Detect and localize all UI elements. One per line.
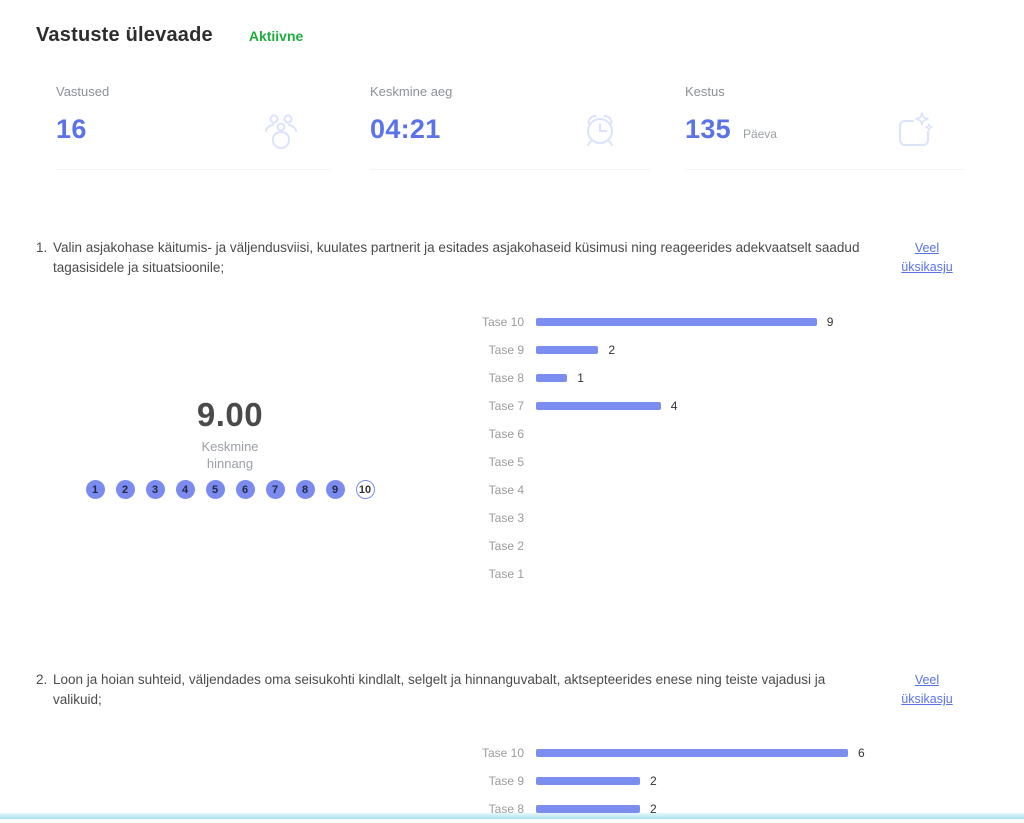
scale-circle-1: 1 bbox=[85, 480, 105, 499]
scale-circle-6: 6 bbox=[235, 480, 255, 499]
viewport-bottom-edge bbox=[0, 813, 1024, 819]
chart-row: Tase 2 bbox=[424, 532, 964, 560]
bar-chart-q1: Tase 10 9 Tase 9 2 Tase 8 1 Tase 7 4 Tase 6 Tase … bbox=[424, 308, 964, 588]
bar bbox=[536, 374, 568, 382]
stat-label: Kestus bbox=[685, 84, 725, 99]
bar bbox=[536, 346, 599, 354]
page-title: Vastuste ülevaade bbox=[36, 24, 213, 46]
stat-card-responses: Vastused 16 bbox=[56, 80, 331, 170]
score-summary-q1: 9.00 Keskmine hinnang 1 2 3 4 5 6 7 8 9 10 bbox=[56, 396, 404, 499]
status-badge: Aktiivne bbox=[248, 28, 304, 44]
bar bbox=[536, 749, 848, 757]
question-2: 2. Loon ja hoian suhteid, väljendades om… bbox=[36, 670, 868, 710]
scale-circle-5: 5 bbox=[205, 480, 225, 499]
stat-unit: Päeva bbox=[742, 127, 777, 141]
bar-category-label: Tase 4 bbox=[488, 483, 524, 497]
scale-circle-7: 7 bbox=[265, 480, 285, 499]
bar bbox=[536, 805, 640, 813]
chart-row: Tase 9 2 bbox=[424, 767, 964, 795]
chart-row: Tase 6 bbox=[424, 420, 964, 448]
page-header: Vastuste ülevaade Aktiivne bbox=[36, 24, 303, 47]
bar-category-label: Tase 2 bbox=[488, 539, 524, 553]
bar bbox=[536, 777, 640, 785]
question-1: 1. Valin asjakohase käitumis- ja väljend… bbox=[36, 238, 868, 278]
bar-value: 6 bbox=[858, 746, 865, 760]
average-score-label: Keskmine hinnang bbox=[201, 439, 259, 471]
chart-row: Tase 5 bbox=[424, 448, 964, 476]
chart-row: Tase 10 6 bbox=[424, 739, 964, 767]
chart-row: Tase 4 bbox=[424, 476, 964, 504]
bar-value: 1 bbox=[577, 371, 584, 385]
stat-label: Keskmine aeg bbox=[370, 84, 453, 99]
question-number: 1. bbox=[36, 240, 48, 255]
bar-value: 2 bbox=[608, 343, 616, 357]
bar-category-label: Tase 6 bbox=[488, 427, 524, 441]
scale-circle-4: 4 bbox=[175, 480, 195, 499]
rating-scale: 1 2 3 4 5 6 7 8 9 10 bbox=[56, 480, 404, 499]
chart-row: Tase 3 bbox=[424, 504, 964, 532]
bar-category-label: Tase 7 bbox=[488, 399, 524, 413]
chart-row: Tase 1 bbox=[424, 560, 964, 588]
calendar-sparkle-icon bbox=[895, 110, 935, 152]
bar-value: 2 bbox=[650, 774, 657, 788]
chart-row: Tase 8 2 bbox=[424, 795, 964, 823]
bar-category-label: Tase 9 bbox=[488, 343, 524, 357]
scale-circle-2: 2 bbox=[115, 480, 135, 499]
bar bbox=[536, 318, 817, 326]
stat-card-average-time: Keskmine aeg 04:21 bbox=[370, 80, 650, 170]
people-icon bbox=[261, 110, 301, 152]
bar-value: 9 bbox=[826, 315, 834, 329]
average-score: 9.00 bbox=[196, 396, 264, 433]
bar-chart-q2: Tase 10 6 Tase 9 2 Tase 8 2 bbox=[424, 739, 964, 823]
stat-card-duration: Kestus 135 Päeva bbox=[685, 80, 965, 170]
bar-value: 2 bbox=[650, 802, 657, 816]
question-text: Loon ja hoian suhteid, väljendades oma s… bbox=[53, 672, 826, 707]
scale-circle-3: 3 bbox=[145, 480, 165, 499]
chart-row: Tase 10 9 bbox=[424, 308, 964, 336]
bar-category-label: Tase 5 bbox=[488, 455, 524, 469]
bar bbox=[536, 402, 661, 410]
bar-value: 4 bbox=[670, 399, 678, 413]
bar-category-label: Tase 9 bbox=[488, 774, 524, 788]
chart-row: Tase 8 1 bbox=[424, 364, 964, 392]
question-text: Valin asjakohase käitumis- ja väljendusv… bbox=[53, 240, 860, 275]
scale-circle-10: 10 bbox=[355, 480, 375, 499]
scale-circle-9: 9 bbox=[325, 480, 345, 499]
stat-value: 04:21 bbox=[370, 114, 441, 144]
chart-row: Tase 9 2 bbox=[424, 336, 964, 364]
bar-category-label: Tase 10 bbox=[481, 746, 524, 760]
stat-value: 16 bbox=[56, 114, 87, 144]
alarm-clock-icon bbox=[580, 110, 620, 152]
chart-row: Tase 7 4 bbox=[424, 392, 964, 420]
bar-category-label: Tase 8 bbox=[488, 802, 524, 816]
bar-category-label: Tase 1 bbox=[488, 567, 524, 581]
bar-category-label: Tase 3 bbox=[488, 511, 524, 525]
scale-circle-8: 8 bbox=[295, 480, 315, 499]
bar-category-label: Tase 10 bbox=[481, 315, 524, 329]
more-details-link-1[interactable]: Veel üksikasju bbox=[901, 241, 953, 274]
bar-category-label: Tase 8 bbox=[488, 371, 524, 385]
stat-label: Vastused bbox=[56, 84, 110, 99]
more-details-link-2[interactable]: Veel üksikasju bbox=[901, 673, 953, 706]
stat-value: 135 bbox=[685, 114, 731, 144]
question-number: 2. bbox=[36, 672, 48, 687]
